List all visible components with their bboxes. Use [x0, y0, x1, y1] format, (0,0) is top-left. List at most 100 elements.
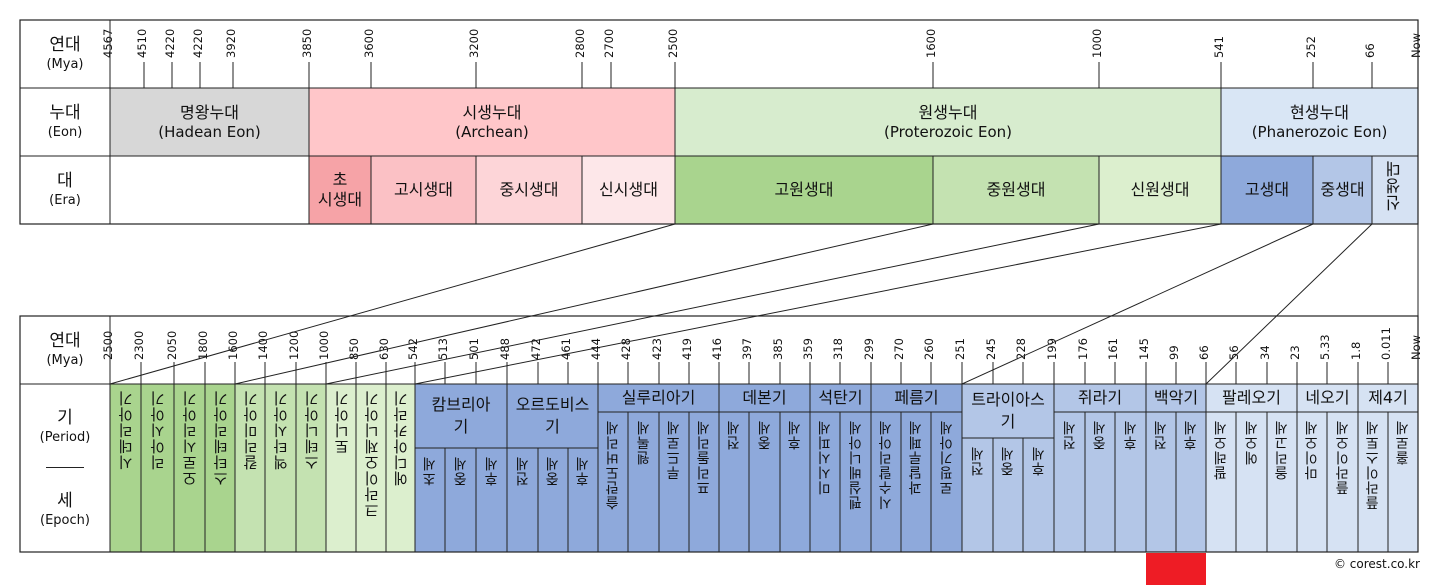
period-silurian-label: 실루리아기 [621, 388, 696, 408]
era-eoarchean-label: 초 [332, 170, 348, 189]
epoch-paleogene-0: 팔레오세 [1206, 412, 1236, 552]
epoch-cambrian-1: 중세 [445, 448, 476, 552]
age2-label: 연대 (Mya) [20, 316, 110, 384]
epoch-label-k: 세 [57, 491, 73, 512]
period-jurassic-label: 쥐라기 [1077, 388, 1123, 408]
eon-phanerozoic-k: 현생누대 [1290, 102, 1349, 122]
period-cambrian-label: 캄브리아기 [431, 395, 491, 436]
epoch-triassic-1: 중세 [993, 438, 1023, 552]
era-neoarchean-label: 신시생대 [599, 180, 658, 199]
eon-label: 누대 (Eon) [20, 88, 110, 156]
era-paleozoic: 고생대 [1221, 156, 1313, 224]
era-neoproterozoic-label: 신원생대 [1130, 180, 1190, 199]
eon-label-k: 누대 [49, 103, 81, 124]
epoch-label-e: (Epoch) [40, 512, 90, 528]
era-neoarchean: 신시생대 [582, 156, 675, 224]
epoch-cambrian-0: 초세 [415, 448, 445, 552]
epoch-ordovician-2: 후세 [568, 448, 598, 552]
period-neogene-label: 네오기 [1305, 388, 1350, 408]
era-eoarchean-label2: 시생대 [317, 190, 363, 209]
epoch-silurian-0: 슬란도버리세 [598, 412, 628, 552]
period-permian: 페름기 [871, 384, 962, 412]
eon-archean-e: (Archean) [455, 122, 529, 141]
epoch-neogene-1: 플라이오세 [1327, 412, 1358, 552]
period-proterozoic-0: 시데리아기 [110, 384, 141, 552]
connector-line [109, 223, 676, 385]
epoch-carboniferous-0: 미시시피세 [810, 412, 840, 552]
period-neogene: 네오기 [1297, 384, 1358, 412]
period-proterozoic-4: 칼리미아기 [235, 384, 265, 552]
period-triassic-label: 트라이아스기 [971, 390, 1045, 431]
era-eoarchean: 초 시생대 [309, 156, 371, 224]
period-proterozoic-3: 스타테리아기 [205, 384, 235, 552]
epoch-triassic-0: 전세 [962, 438, 993, 552]
epoch-ordovician-0: 전세 [507, 448, 538, 552]
period-paleogene-label: 팔레오기 [1222, 388, 1281, 408]
era-paleoarchean: 고시생대 [371, 156, 476, 224]
era-paleoproterozoic: 고원생대 [675, 156, 933, 224]
era-neoproterozoic: 신원생대 [1099, 156, 1221, 224]
epoch-triassic-2: 후세 [1023, 438, 1054, 552]
era-label-k: 대 [57, 171, 73, 192]
top-frame [19, 19, 1419, 225]
epoch-cambrian-2: 후세 [476, 448, 507, 552]
period-quaternary-label: 제4기 [1368, 388, 1408, 408]
age2-label-k: 연대 [49, 331, 81, 352]
period-proterozoic-2: 오로시리아기 [174, 384, 205, 552]
period-devonian-label: 데본기 [742, 388, 787, 408]
epoch-permian-1: 과달루페세 [901, 412, 931, 552]
red-marker [1146, 553, 1206, 585]
eon-hadean: 명왕누대 (Hadean Eon) [110, 88, 309, 156]
period-triassic: 트라이아스기 [962, 384, 1054, 438]
period-cretaceous: 백악기 [1146, 384, 1206, 412]
era-label-e: (Era) [49, 192, 81, 208]
period-cambrian: 캄브리아기 [415, 384, 507, 448]
period-carboniferous-label: 석탄기 [818, 388, 863, 408]
eon-hadean-k: 명왕누대 [180, 102, 239, 122]
copyright: © corest.co.kr [1333, 557, 1420, 571]
era-cenozoic: 신생대 [1372, 156, 1418, 224]
epoch-silurian-2: 루드로세 [659, 412, 689, 552]
eon-proterozoic: 원생누대 (Proterozoic Eon) [675, 88, 1221, 156]
period-proterozoic-9: 에디아카라기 [386, 384, 415, 552]
period-proterozoic-8: 크라이오제니아기 [356, 384, 386, 552]
eon-archean-k: 시생누대 [462, 102, 522, 122]
age2-label-e: (Mya) [46, 352, 84, 368]
epoch-paleogene-1: 에오세 [1236, 412, 1267, 552]
epoch-jurassic-0: 전세 [1054, 412, 1085, 552]
era-mesoarchean-label: 중시생대 [499, 180, 559, 199]
eon-phanerozoic: 현생누대 (Phanerozoic Eon) [1221, 88, 1418, 156]
eon-label-e: (Eon) [47, 124, 83, 140]
period-label-e: (Period) [39, 429, 91, 445]
epoch-quaternary-0: 플라이스토세 [1358, 412, 1388, 552]
epoch-paleogene-2: 올리고세 [1267, 412, 1297, 552]
period-ordovician: 오르도비스기 [507, 384, 598, 448]
era-mesoarchean: 중시생대 [476, 156, 582, 224]
period-jurassic: 쥐라기 [1054, 384, 1146, 412]
epoch-devonian-1: 중세 [749, 412, 780, 552]
epoch-silurian-1: 웬록세 [628, 412, 659, 552]
era-mesozoic-label: 중생대 [1320, 180, 1365, 199]
epoch-devonian-0: 전세 [719, 412, 749, 552]
era-paleozoic-label: 고생대 [1244, 180, 1290, 199]
period-devonian: 데본기 [719, 384, 810, 412]
connector-line [234, 223, 934, 385]
period-ordovician-label: 오르도비스기 [515, 395, 590, 436]
eon-proterozoic-e: (Proterozoic Eon) [883, 122, 1013, 141]
epoch-label: 세 (Epoch) [20, 470, 110, 550]
connector-line [961, 223, 1314, 385]
period-epoch-divider [46, 467, 84, 468]
period-proterozoic-6: 스테니아기 [296, 384, 326, 552]
era-mesozoic: 중생대 [1313, 156, 1372, 224]
epoch-jurassic-2: 후세 [1115, 412, 1146, 552]
eon-proterozoic-k: 원생누대 [918, 102, 978, 122]
epoch-silurian-3: 프리돌리세 [689, 412, 719, 552]
period-silurian: 실루리아기 [598, 384, 719, 412]
era-mesoproterozoic-label: 중원생대 [986, 180, 1046, 199]
period-label-k: 기 [57, 408, 73, 429]
epoch-neogene-0: 마이오세 [1297, 412, 1327, 552]
epoch-permian-0: 시수랄리아세 [871, 412, 901, 552]
period-paleogene: 팔레오기 [1206, 384, 1297, 412]
